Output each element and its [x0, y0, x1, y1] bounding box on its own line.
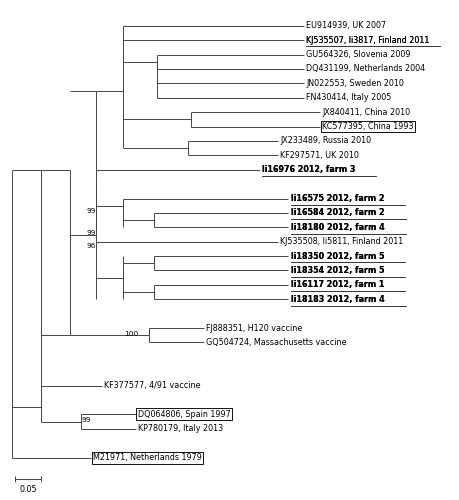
Text: li16575 2012, farm 2: li16575 2012, farm 2 — [291, 194, 384, 203]
Text: KF377577, 4/91 vaccine: KF377577, 4/91 vaccine — [104, 381, 200, 390]
Text: GU564326, Slovenia 2009: GU564326, Slovenia 2009 — [307, 50, 411, 59]
Text: li18354 2012, farm 5: li18354 2012, farm 5 — [291, 266, 384, 275]
Text: KC577395, China 1993: KC577395, China 1993 — [322, 122, 414, 131]
Text: GQ504724, Massachusetts vaccine: GQ504724, Massachusetts vaccine — [207, 338, 347, 347]
Text: 0.05: 0.05 — [19, 485, 37, 494]
Text: 99: 99 — [82, 417, 91, 423]
Text: li18183 2012, farm 4: li18183 2012, farm 4 — [291, 295, 384, 304]
Text: KF297571, UK 2010: KF297571, UK 2010 — [280, 151, 359, 160]
Text: li18350 2012, farm 5: li18350 2012, farm 5 — [291, 252, 384, 260]
Text: KJ535507, li3817, Finland 2011: KJ535507, li3817, Finland 2011 — [307, 36, 430, 44]
Text: li16584 2012, farm 2: li16584 2012, farm 2 — [291, 208, 384, 218]
Text: DQ431199, Netherlands 2004: DQ431199, Netherlands 2004 — [307, 64, 425, 74]
Text: JX233489, Russia 2010: JX233489, Russia 2010 — [280, 136, 371, 145]
Text: JN022553, Sweden 2010: JN022553, Sweden 2010 — [307, 79, 404, 88]
Text: li18183 2012, farm 4: li18183 2012, farm 4 — [291, 295, 384, 304]
Text: M21971, Netherlands 1979: M21971, Netherlands 1979 — [93, 453, 202, 462]
Text: JX840411, China 2010: JX840411, China 2010 — [322, 108, 410, 116]
Text: li16584 2012, farm 2: li16584 2012, farm 2 — [291, 208, 384, 218]
Text: FN430414, Italy 2005: FN430414, Italy 2005 — [307, 93, 392, 102]
Text: li18354 2012, farm 5: li18354 2012, farm 5 — [291, 266, 384, 275]
Text: KJ535507, li3817, Finland 2011: KJ535507, li3817, Finland 2011 — [307, 36, 430, 44]
Text: DQ064806, Spain 1997: DQ064806, Spain 1997 — [138, 410, 231, 419]
Text: li16117 2012, farm 1: li16117 2012, farm 1 — [291, 280, 384, 289]
Text: 99: 99 — [87, 230, 96, 236]
Text: KP780179, Italy 2013: KP780179, Italy 2013 — [138, 424, 223, 434]
Text: li18180 2012, farm 4: li18180 2012, farm 4 — [291, 223, 384, 232]
Text: 100: 100 — [124, 331, 139, 337]
Text: li18180 2012, farm 4: li18180 2012, farm 4 — [291, 223, 384, 232]
Text: li16976 2012, farm 3: li16976 2012, farm 3 — [262, 165, 355, 174]
Text: li16976 2012, farm 3: li16976 2012, farm 3 — [262, 165, 355, 174]
Text: li16575 2012, farm 2: li16575 2012, farm 2 — [291, 194, 384, 203]
Text: EU914939, UK 2007: EU914939, UK 2007 — [307, 22, 386, 30]
Text: li18350 2012, farm 5: li18350 2012, farm 5 — [291, 252, 384, 260]
Text: KJ535508, li5811, Finland 2011: KJ535508, li5811, Finland 2011 — [280, 237, 403, 246]
Text: FJ888351, H120 vaccine: FJ888351, H120 vaccine — [207, 324, 302, 332]
Text: 99: 99 — [87, 208, 96, 214]
Text: 96: 96 — [87, 243, 96, 249]
Text: li16117 2012, farm 1: li16117 2012, farm 1 — [291, 280, 384, 289]
